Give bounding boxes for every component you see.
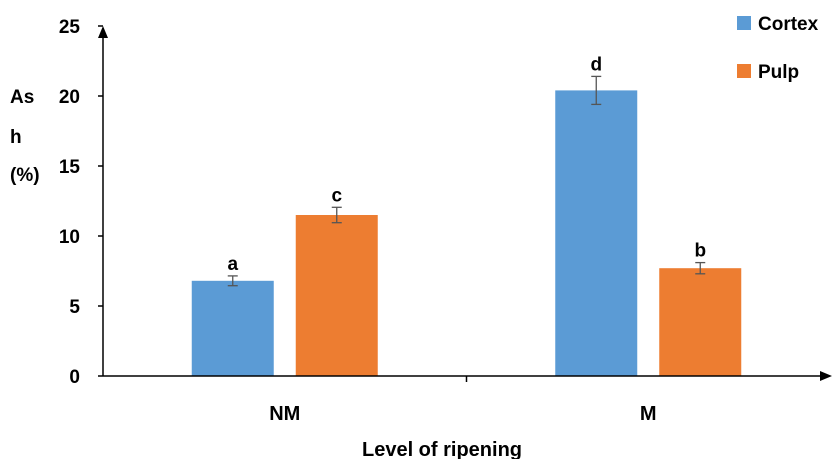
legend-label-cortex: Cortex (758, 14, 819, 35)
bar-cortex-m (555, 90, 638, 377)
y-axis-label-line-1: As (10, 87, 34, 108)
y-tick-label-1: 5 (69, 297, 80, 318)
legend-swatch-pulp (737, 64, 751, 78)
significance-letter-cortex-m: d (590, 54, 602, 75)
bar-pulp-nm (295, 215, 378, 376)
y-tick-label-4: 20 (59, 87, 80, 108)
y-tick-label-0: 0 (69, 367, 80, 388)
y-tick-label-5: 25 (59, 17, 81, 38)
y-ticks-layer: 0 5 10 15 20 25 (59, 17, 103, 388)
error-bar-cortex-m (591, 75, 602, 106)
legend: Cortex Pulp (737, 14, 819, 83)
x-tick-label-nm: NM (269, 403, 300, 425)
y-tick-label-2: 10 (59, 227, 80, 248)
error-bar-pulp-m (695, 261, 706, 275)
bar-cortex-nm (191, 280, 274, 376)
x-tick-label-m: M (640, 403, 657, 425)
error-bar-cortex-nm (227, 275, 238, 287)
bars-layer: a c d b (191, 54, 742, 377)
legend-swatch-cortex (737, 16, 751, 30)
y-axis-label-line-3: (%) (10, 165, 40, 186)
x-axis-arrowhead (820, 371, 832, 381)
y-tick-label-3: 15 (59, 157, 81, 178)
x-axis-label: Level of ripening (362, 439, 522, 459)
significance-letter-pulp-nm: c (331, 185, 342, 206)
axes-layer (98, 26, 832, 381)
error-bar-pulp-nm (331, 206, 342, 224)
significance-letter-pulp-m: b (694, 241, 706, 262)
x-ticks-layer: NM M (269, 376, 657, 425)
y-axis-label-line-2: h (10, 127, 22, 148)
significance-letter-cortex-nm: a (227, 254, 238, 275)
legend-label-pulp: Pulp (758, 62, 799, 83)
y-axis-arrowhead (98, 26, 108, 38)
bar-pulp-m (659, 268, 742, 376)
